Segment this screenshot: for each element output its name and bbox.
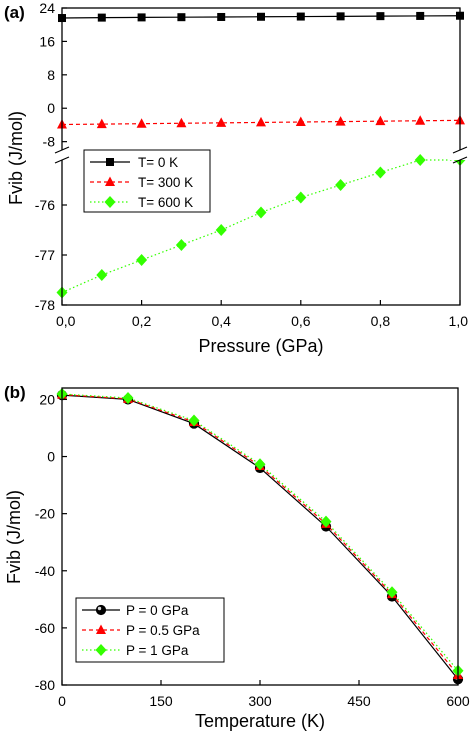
panel-a-series-1-point-7 [335,116,346,126]
panel-a-y-lower-tick-label-1: -77 [35,247,55,263]
panel-b-legend-marker-0 [95,604,107,616]
panel-a-right-break-mark-lower [452,156,468,164]
panel-b-series-2-point-2 [188,414,200,427]
panel-a-y-upper-tick-label-0: 24 [39,0,55,16]
panel-b-legend-label-2: P = 1 GPa [126,643,189,658]
panel-a-x-axis-title: Pressure (GPa) [198,336,323,356]
panel-a-x-tick-label-1: 0,2 [132,313,152,329]
panel-b-legend-label-0: P = 0 GPa [126,603,189,618]
panel-a-x-tick-label-4: 0,8 [371,313,391,329]
panel-a-series-1-point-3 [176,117,187,128]
panel-a-axis-break [52,146,470,164]
panel-b-series-2-point-5 [386,586,398,599]
panel-a-series-0-point-3 [177,13,186,22]
panel-b-x-tick-label-0: 0 [58,693,66,709]
panel-b-temperature-chart: (b) 0 150 300 450 600 20 0 -20 -40 -60 -80 P = 0 G… [4,383,470,731]
panel-a-series-0-point-4 [217,12,226,21]
panel-a-series-1-point-6 [295,116,306,127]
panel-a-left-break-mark-upper [54,146,70,154]
panel-a-series-1-point-5 [256,116,266,127]
panel-a-series-1-point-9 [415,115,426,125]
panel-a-legend-label-1: T= 300 K [138,175,193,190]
panel-a-series-2-point-2 [136,254,148,266]
panel-b-legend-marker-0-highlight [97,606,102,611]
panel-a-series-1-point-4 [216,117,227,127]
panel-a-series-0-point-1 [97,13,106,22]
panel-b-y-tick-label-4: -60 [35,620,55,636]
panel-b-y-tick-label-2: -20 [35,506,55,522]
panel-a-pressure-chart: (a) 0,0 0,2 0,4 0,6 0,8 1,0241680-8-76-77-78 … [4,0,470,356]
panel-b-x-axis-title: Temperature (K) [195,711,325,731]
panel-a-series-2-point-6 [295,191,307,204]
panel-a-series-0-point-7 [336,12,345,21]
panel-b-series-2-point-1 [122,391,134,404]
panel-b-x-tick-label-3: 450 [347,693,371,709]
panel-a-series-0-point-9 [416,11,425,20]
panel-b-legend-label-1: P = 0.5 GPa [126,623,200,638]
panel-a-legend-marker-0 [106,158,114,166]
panel-b-y-tick-label-1: 0 [47,449,55,465]
panel-a-series-2-point-8 [374,166,386,179]
panel-a-legend: T= 0 K T= 300 K T= 600 K [83,149,211,213]
panel-b-axis-ticks: 0 150 300 450 600 20 0 -20 -40 -60 -80 [35,391,470,709]
panel-a-left-break-mark-lower [54,156,70,164]
panel-b-legend-marker-1 [96,624,106,634]
panel-a-y-lower-tick-label-2: -78 [35,297,55,313]
panel-a-series-2-point-9 [414,154,426,166]
panel-a-label: (a) [4,3,25,22]
panel-a-series-2-point-5 [255,206,267,219]
panel-a-series-2-point-3 [175,239,187,251]
panel-a-legend-marker-2 [104,196,116,208]
panel-b-y-tick-label-3: -40 [35,563,55,579]
panel-b-series-2-point-4 [320,515,332,528]
panel-b-y-tick-label-5: -80 [35,677,55,693]
panel-a-legend-marker-1 [105,176,115,186]
panel-a-y-lower-tick-label-0: -76 [35,197,55,213]
panel-a-series-0-point-2 [137,13,146,22]
panel-a-series-1-point-8 [375,115,386,126]
panel-a-series-0-point-6 [296,12,305,21]
panel-a-right-axis-gap [450,150,470,160]
panel-a-x-tick-label-0: 0,0 [56,313,76,329]
panel-a-legend-label-2: T= 600 K [138,195,193,210]
panel-b-x-tick-label-2: 300 [248,693,272,709]
panel-a-series-2-point-7 [335,179,347,191]
panel-a-series-2-point-4 [215,224,227,236]
panel-a-y-upper-tick-label-2: 8 [47,67,55,83]
panel-a-axis-ticks: 0,0 0,2 0,4 0,6 0,8 1,0 24 16 8 0 -8 -76 -77 -78 [35,0,468,329]
panel-a-y-upper-tick-label-1: 16 [39,33,55,49]
panel-a-x-tick-label-3: 0,6 [291,313,311,329]
panel-b-legend-marker-2 [95,644,107,656]
panel-a-plot-marks [56,11,466,299]
panel-b-series-2-point-3 [254,458,266,471]
panel-b-legend: P = 0 GPa P = 0.5 GPa P = 1 GPa [75,597,225,663]
panel-a-series-2-point-1 [96,269,108,281]
panel-a-series-0-point-8 [376,12,385,21]
panel-a-series-1-point-2 [136,118,147,128]
panel-a-x-tick-label-2: 0,4 [211,313,231,329]
panel-b-plot-marks [56,387,464,685]
panel-b-y-axis-title: Fvib (J/mol) [4,490,24,584]
panel-a-right-break-mark-upper [452,146,468,154]
panel-b-x-tick-label-4: 600 [446,693,470,709]
panel-b-x-tick-label-1: 150 [149,693,173,709]
panel-a-y-upper-tick-label-3: 0 [47,100,55,116]
panel-b-y-tick-label-0: 20 [39,391,55,407]
panel-a-x-tick-label-5: 1,0 [449,313,469,329]
panel-b-label: (b) [4,383,26,402]
panel-a-left-axis-gap [52,150,72,160]
panel-a-y-axis-title: Fvib (J/mol) [6,111,26,205]
panel-a-series-0-point-5 [257,12,265,21]
panel-a-y-upper-tick-label-4: -8 [43,134,56,150]
panel-a-series-1-point-1 [96,118,107,129]
panel-a-legend-label-0: T= 0 K [138,155,178,170]
